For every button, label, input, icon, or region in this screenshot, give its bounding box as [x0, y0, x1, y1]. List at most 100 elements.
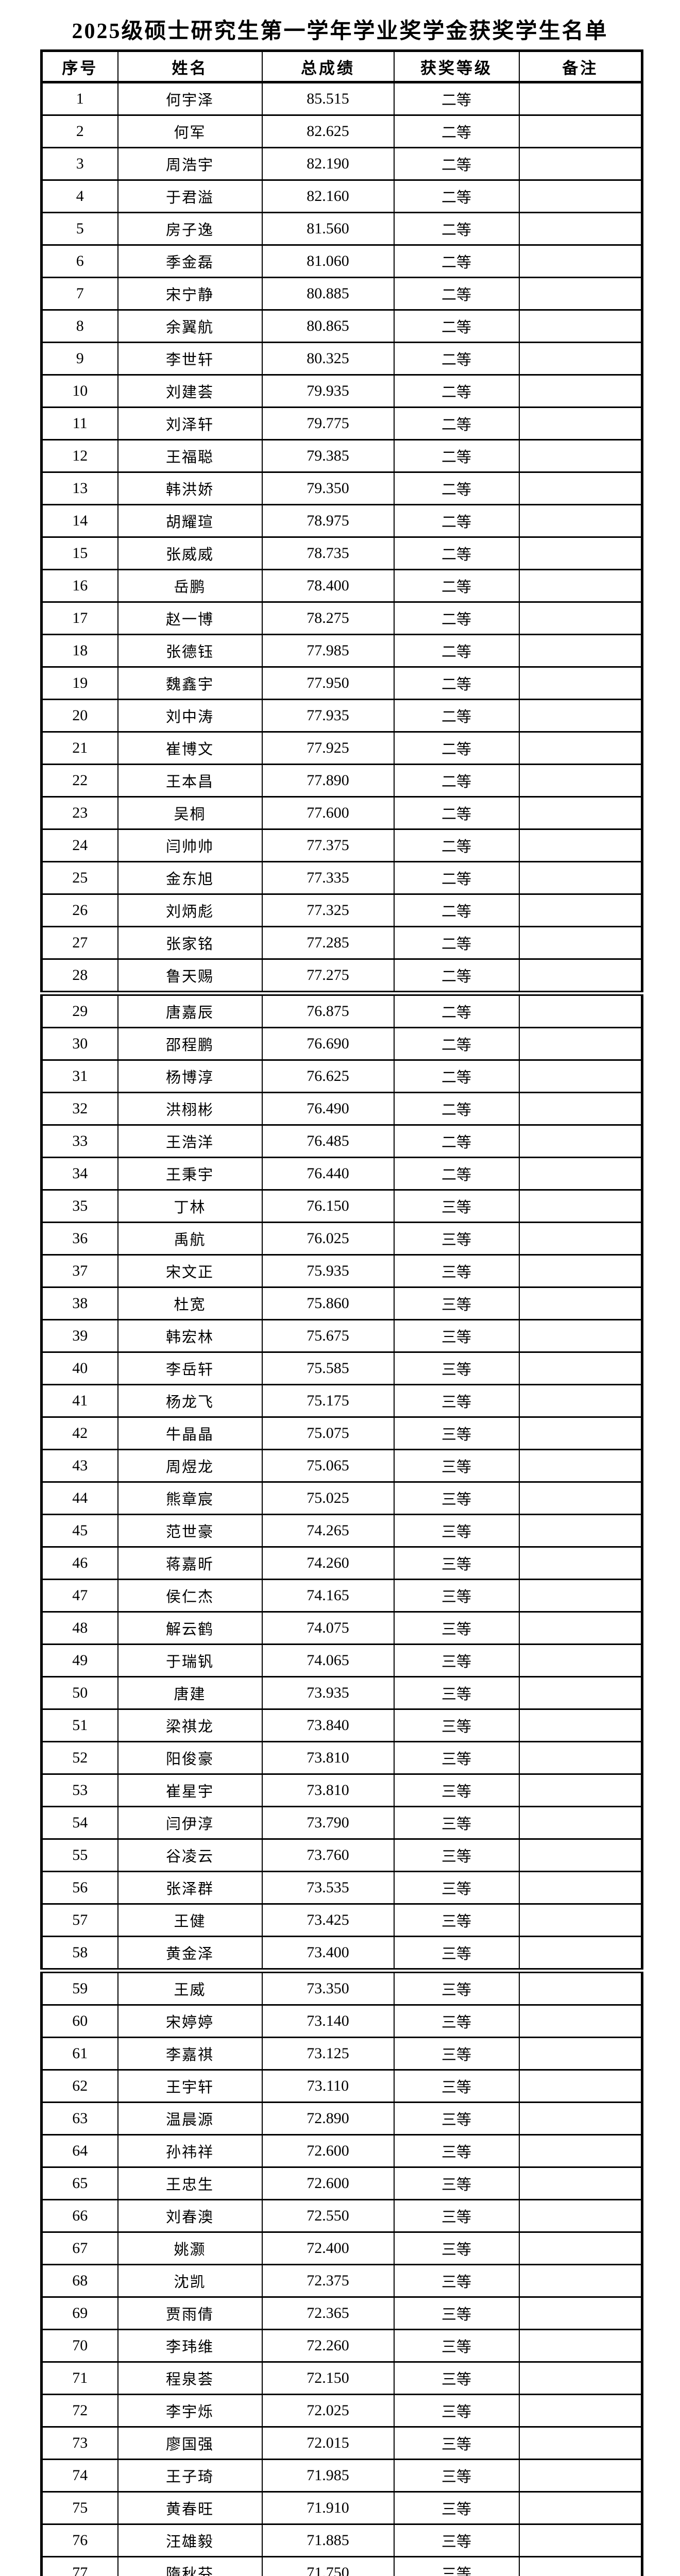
table-row: 71 程泉荟 72.150 三等 [41, 2361, 643, 2395]
index-cell: 54 [41, 1806, 118, 1840]
grade-cell: 三等 [393, 2231, 520, 2265]
name-cell: 王威 [117, 1968, 263, 2006]
index-cell: 33 [41, 1124, 118, 1158]
score-cell: 80.885 [261, 277, 395, 311]
table-row: 59 王威 73.350 三等 [41, 1968, 643, 2006]
score-cell: 75.585 [261, 1351, 395, 1385]
grade-cell: 二等 [393, 569, 520, 603]
table-row: 11 刘泽轩 79.775 二等 [41, 406, 643, 440]
name-cell: 鲁天赐 [117, 958, 263, 994]
score-cell: 74.260 [261, 1546, 395, 1580]
grade-cell: 三等 [393, 2134, 520, 2168]
grade-cell: 三等 [393, 1611, 520, 1645]
score-cell: 74.075 [261, 1611, 395, 1645]
score-cell: 82.625 [261, 114, 395, 148]
score-cell: 77.890 [261, 764, 395, 798]
table-row: 77 隋秋芬 71.750 三等 [41, 2556, 643, 2576]
grade-cell: 三等 [393, 1903, 520, 1937]
note-cell [518, 1351, 643, 1385]
grade-cell: 三等 [393, 1708, 520, 1742]
table-row: 61 李嘉祺 73.125 三等 [41, 2037, 643, 2071]
name-cell: 何军 [117, 114, 263, 148]
note-cell [518, 406, 643, 440]
score-cell: 79.775 [261, 406, 395, 440]
note-cell [518, 1481, 643, 1515]
note-cell [518, 1059, 643, 1093]
name-cell: 丁林 [117, 1189, 263, 1223]
grade-cell: 二等 [393, 666, 520, 700]
table-row: 69 贾雨倩 72.365 三等 [41, 2296, 643, 2330]
grade-cell: 二等 [393, 958, 520, 994]
table-row: 24 闫帅帅 77.375 二等 [41, 828, 643, 862]
name-cell: 邵程鹏 [117, 1027, 263, 1061]
name-cell: 季金磊 [117, 244, 263, 278]
index-cell: 14 [41, 504, 118, 538]
table-row: 33 王浩洋 76.485 二等 [41, 1124, 643, 1158]
score-cell: 75.175 [261, 1384, 395, 1418]
index-cell: 39 [41, 1319, 118, 1353]
index-cell: 58 [41, 1936, 118, 1972]
note-cell [518, 114, 643, 148]
grade-cell: 二等 [393, 926, 520, 960]
grade-cell: 二等 [393, 1092, 520, 1126]
name-cell: 熊章宸 [117, 1481, 263, 1515]
note-cell [518, 1027, 643, 1061]
index-cell: 36 [41, 1222, 118, 1256]
score-cell: 71.985 [261, 2459, 395, 2493]
table-row: 13 韩洪娇 79.350 二等 [41, 471, 643, 505]
name-cell: 于瑞钒 [117, 1643, 263, 1677]
table-row: 70 李玮维 72.260 三等 [41, 2329, 643, 2363]
index-cell: 63 [41, 2102, 118, 2136]
table-row: 74 王子琦 71.985 三等 [41, 2459, 643, 2493]
table-row: 8 余翼航 80.865 二等 [41, 309, 643, 343]
table-row: 57 王健 73.425 三等 [41, 1903, 643, 1937]
name-cell: 韩洪娇 [117, 471, 263, 505]
index-cell: 32 [41, 1092, 118, 1126]
table-row: 64 孙祎祥 72.600 三等 [41, 2134, 643, 2168]
score-cell: 77.950 [261, 666, 395, 700]
grade-cell: 二等 [393, 828, 520, 862]
score-cell: 72.600 [261, 2134, 395, 2168]
score-cell: 81.560 [261, 212, 395, 246]
name-cell: 魏鑫宇 [117, 666, 263, 700]
name-cell: 李岳轩 [117, 1351, 263, 1385]
name-cell: 谷凌云 [117, 1838, 263, 1872]
score-cell: 72.025 [261, 2394, 395, 2428]
table-header: 序号 姓名 总成绩 获奖等级 备注 [41, 50, 643, 83]
score-cell: 72.550 [261, 2199, 395, 2233]
index-cell: 16 [41, 569, 118, 603]
name-cell: 何宇泽 [117, 81, 263, 116]
note-cell [518, 796, 643, 830]
score-cell: 75.935 [261, 1254, 395, 1288]
score-cell: 71.910 [261, 2491, 395, 2525]
score-cell: 78.400 [261, 569, 395, 603]
score-cell: 75.860 [261, 1286, 395, 1320]
note-cell [518, 1643, 643, 1677]
grade-cell: 二等 [393, 1027, 520, 1061]
grade-cell: 三等 [393, 1579, 520, 1613]
note-cell [518, 81, 643, 116]
grade-cell: 三等 [393, 2361, 520, 2395]
header-row: 序号 姓名 总成绩 获奖等级 备注 [41, 50, 643, 83]
table-row: 55 谷凌云 73.760 三等 [41, 1838, 643, 1872]
index-cell: 10 [41, 374, 118, 408]
name-cell: 唐嘉辰 [117, 991, 263, 1028]
grade-cell: 二等 [393, 764, 520, 798]
grade-cell: 三等 [393, 2556, 520, 2576]
name-cell: 李宇烁 [117, 2394, 263, 2428]
grade-cell: 二等 [393, 699, 520, 733]
grade-cell: 三等 [393, 1741, 520, 1775]
header-score: 总成绩 [261, 50, 395, 83]
table-row: 2 何军 82.625 二等 [41, 114, 643, 148]
note-cell [518, 2523, 643, 2557]
score-cell: 73.840 [261, 1708, 395, 1742]
grade-cell: 二等 [393, 991, 520, 1028]
score-cell: 73.535 [261, 1871, 395, 1905]
table-row: 58 黄金泽 73.400 三等 [41, 1936, 643, 1972]
name-cell: 杨龙飞 [117, 1384, 263, 1418]
index-cell: 64 [41, 2134, 118, 2168]
index-cell: 28 [41, 958, 118, 994]
grade-cell: 二等 [393, 504, 520, 538]
name-cell: 孙祎祥 [117, 2134, 263, 2168]
note-cell [518, 471, 643, 505]
